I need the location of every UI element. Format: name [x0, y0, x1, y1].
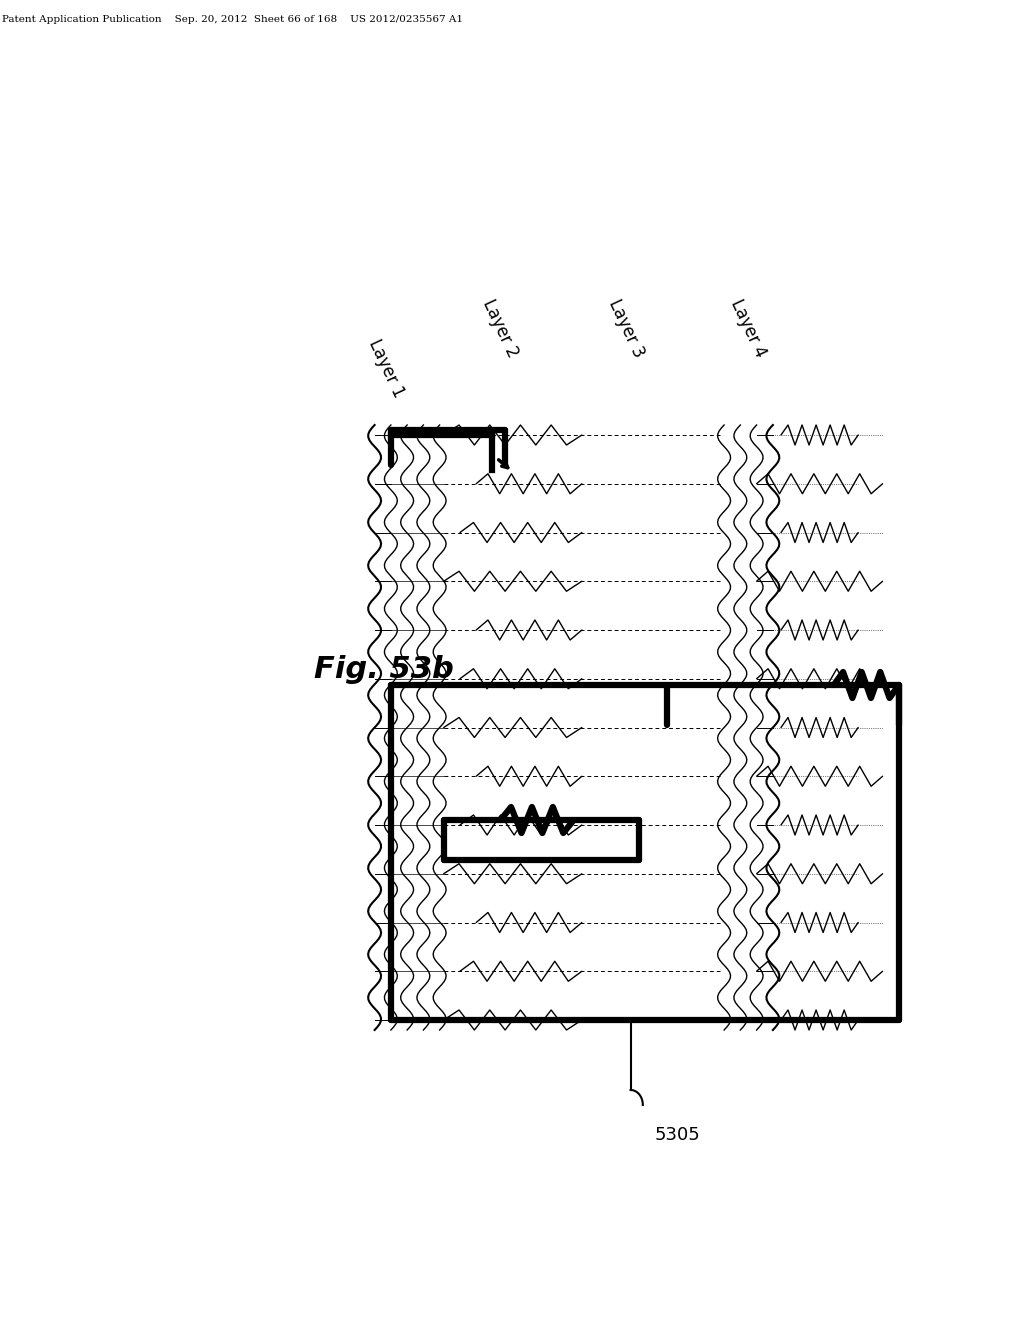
Text: Patent Application Publication    Sep. 20, 2012  Sheet 66 of 168    US 2012/0235: Patent Application Publication Sep. 20, … [2, 15, 463, 24]
Text: Layer 4: Layer 4 [727, 296, 770, 360]
Text: Layer 1: Layer 1 [366, 337, 409, 400]
Text: Layer 3: Layer 3 [605, 296, 648, 360]
Text: Layer 2: Layer 2 [479, 296, 522, 360]
Text: Fig. 53b: Fig. 53b [313, 656, 454, 685]
Text: 5305: 5305 [655, 1126, 700, 1144]
